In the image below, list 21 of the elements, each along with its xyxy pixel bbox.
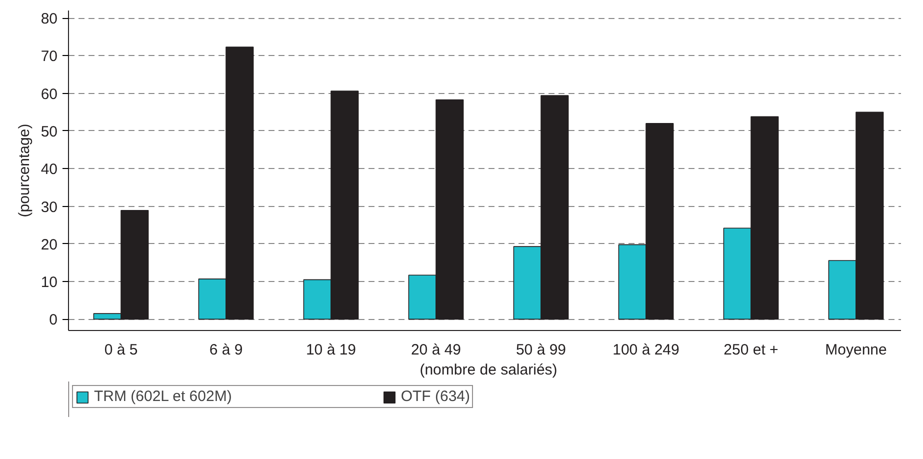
y-tick-label: 80 <box>40 10 58 28</box>
y-tick-label: 70 <box>40 48 58 66</box>
y-tick-label: 20 <box>40 236 58 254</box>
x-tick-label: 10 à 19 <box>306 342 356 358</box>
x-tick-label: 20 à 49 <box>410 342 462 358</box>
y-tick-label: 50 <box>40 123 58 140</box>
y-tick-label: 30 <box>40 198 58 216</box>
y-tick-label: 60 <box>40 86 58 103</box>
y-axis-title: (pourcentage) <box>16 124 33 218</box>
y-tick-label: 0 <box>49 312 58 329</box>
x-axis-title: (nombre de salariés) <box>420 362 558 378</box>
y-tick-label: 10 <box>40 274 58 292</box>
legend-label: TRM (602L et 602M) <box>94 388 232 405</box>
x-tick-label: 250 et + <box>724 342 779 358</box>
x-tick-label: 6 à 9 <box>209 342 243 358</box>
legend-label: OTF (634) <box>400 388 470 405</box>
x-tick-label: 0 à 5 <box>104 342 138 358</box>
x-tick-label: 50 à 99 <box>516 342 566 358</box>
x-tick-label: 100 à 249 <box>612 342 680 358</box>
y-tick-label: 40 <box>40 161 58 178</box>
x-tick-label: Moyenne <box>825 342 887 358</box>
